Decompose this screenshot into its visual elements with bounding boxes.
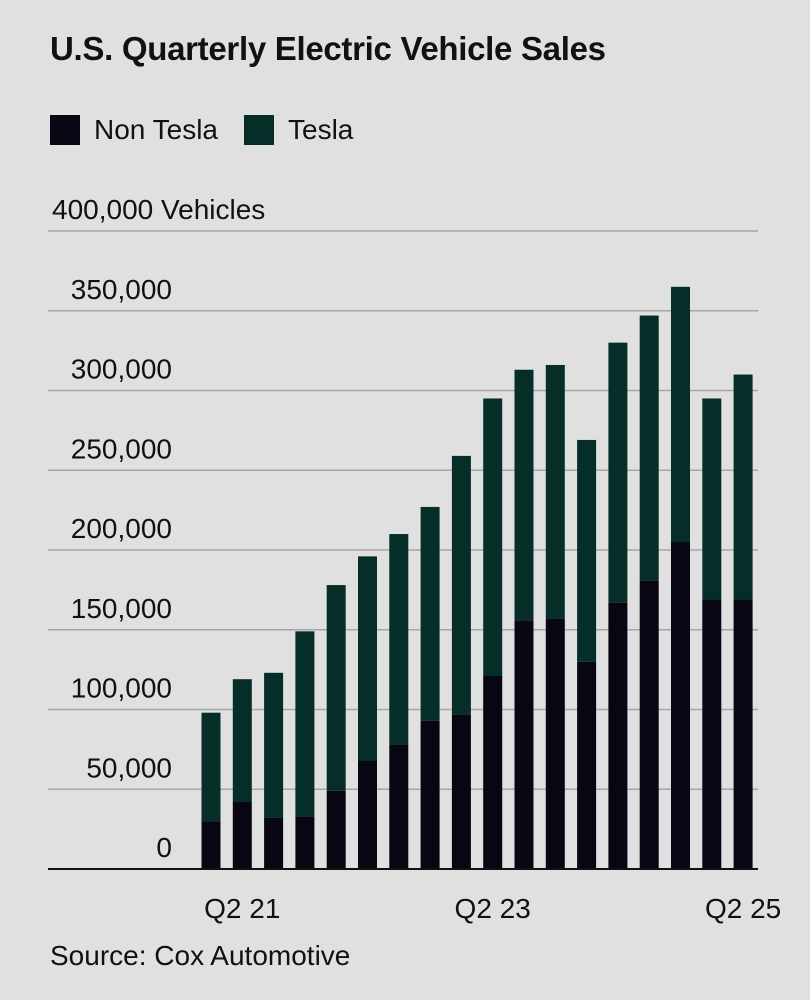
bar-tesla [608, 342, 628, 603]
bar-non-tesla [232, 802, 252, 869]
bar-tesla [201, 712, 221, 822]
legend-item-non-tesla: Non Tesla [50, 114, 218, 146]
legend-label-non-tesla: Non Tesla [94, 114, 219, 145]
x-axis-labels: Q2 21 Q2 23 Q2 25 [204, 893, 781, 924]
y-tick-label: 0 [156, 832, 172, 863]
bar-non-tesla [201, 821, 221, 869]
bar-non-tesla [671, 542, 690, 869]
bar-non-tesla [358, 760, 377, 869]
bar-tesla [639, 315, 659, 581]
y-tick-label: 300,000 [71, 354, 172, 385]
legend-item-tesla: Tesla [244, 114, 353, 146]
bar-tesla [733, 374, 753, 600]
y-tick-label: 150,000 [71, 593, 172, 624]
bar-non-tesla [702, 599, 722, 869]
legend-swatch-tesla [244, 115, 275, 145]
legend: Non Tesla Tesla [50, 114, 379, 146]
x-tick-label: Q2 25 [705, 893, 781, 924]
bar-tesla [702, 398, 722, 600]
bar-tesla [389, 534, 409, 745]
legend-label-tesla: Tesla [288, 114, 354, 145]
chart-title: U.S. Quarterly Electric Vehicle Sales [50, 30, 606, 67]
y-tick-label: 250,000 [71, 433, 172, 464]
bar-non-tesla [451, 714, 471, 869]
bar-non-tesla [545, 618, 565, 869]
bar-tesla [451, 455, 471, 715]
bar-non-tesla [733, 599, 753, 869]
bar-tesla [420, 506, 440, 721]
y-tick-label: 200,000 [71, 513, 172, 544]
bar-non-tesla [483, 676, 503, 869]
bar-non-tesla [514, 620, 534, 869]
bar-non-tesla [420, 720, 440, 869]
bar-tesla [483, 398, 503, 677]
bar-tesla [514, 369, 534, 621]
bar-non-tesla [639, 580, 659, 869]
bar-tesla [295, 631, 315, 817]
bar-tesla [264, 672, 284, 818]
bar-tesla [232, 679, 252, 803]
x-tick-label: Q2 21 [204, 893, 280, 924]
y-tick-label: 50,000 [86, 752, 172, 783]
bar-tesla [358, 556, 377, 761]
bar-non-tesla [326, 790, 346, 869]
y-axis-labels: 0 50,000 100,000 150,000 200,000 250,000 300,0… [52, 194, 265, 863]
bar-tesla [577, 439, 597, 662]
y-tick-label: 100,000 [71, 673, 172, 704]
bar-non-tesla [295, 816, 315, 869]
bar-tesla [671, 286, 690, 543]
bar-tesla [545, 364, 565, 619]
bar-tesla [326, 585, 346, 791]
bar-non-tesla [608, 602, 628, 869]
bar-non-tesla [577, 661, 597, 869]
bars [48, 286, 758, 870]
bar-non-tesla [389, 744, 409, 869]
x-tick-label: Q2 23 [455, 893, 531, 924]
y-tick-label: 350,000 [71, 274, 172, 305]
source-note: Source: Cox Automotive [50, 940, 351, 971]
y-tick-label: 400,000 Vehicles [52, 194, 265, 225]
bar-non-tesla [264, 817, 284, 869]
legend-swatch-non-tesla [50, 115, 80, 145]
